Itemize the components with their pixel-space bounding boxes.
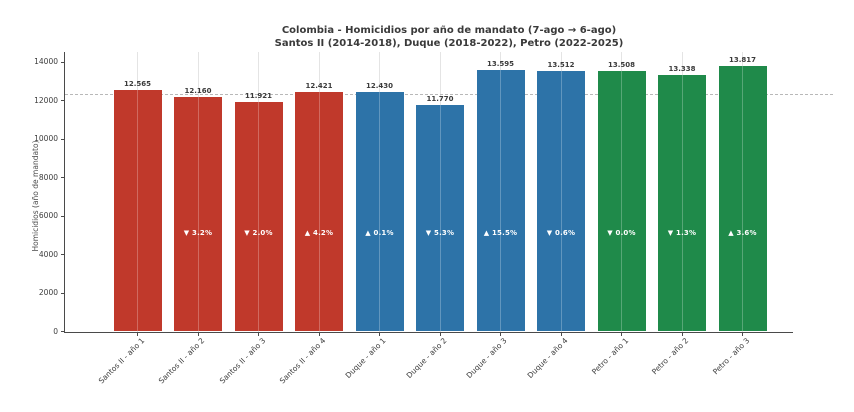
bar-value-label: 13.512 xyxy=(547,61,575,70)
bar-value-label: 12.430 xyxy=(365,82,393,91)
category-gridline-overlay xyxy=(318,92,320,332)
y-tick-mark xyxy=(61,331,65,332)
category-gridline-overlay xyxy=(560,71,562,332)
y-tick-label: 6000 xyxy=(38,211,58,220)
category-gridline-overlay xyxy=(621,71,622,332)
x-tick-mark xyxy=(318,331,320,336)
bar-pct-label: ▼ 1.3% xyxy=(667,229,697,237)
bar-pct-label: ▲ 0.1% xyxy=(365,229,394,237)
y-tick-label: 4000 xyxy=(38,249,58,259)
bar xyxy=(718,65,767,332)
x-tick-mark xyxy=(439,331,441,336)
bar-pct-label: ▼ 5.3% xyxy=(425,229,455,237)
x-tick-label: Santos II - año 1 xyxy=(96,336,146,386)
y-tick-label: 12000 xyxy=(34,95,58,105)
x-tick-mark xyxy=(197,331,199,336)
bar xyxy=(416,104,464,332)
category-gridline-overlay xyxy=(681,74,683,332)
bar-pct-label: ▲ 3.6% xyxy=(728,229,757,237)
bar-pct-label: ▲ 15.5% xyxy=(483,229,518,237)
x-tick-label: Santos II - año 3 xyxy=(217,336,267,386)
bar-value-label: 12.421 xyxy=(305,82,333,91)
y-axis-spine xyxy=(64,52,65,333)
x-tick-mark xyxy=(621,331,622,336)
bar xyxy=(658,74,706,332)
bar xyxy=(537,71,585,332)
x-tick-label: Duque - año 3 xyxy=(464,336,509,381)
bar xyxy=(597,71,646,332)
y-tick-label: 10000 xyxy=(34,134,58,143)
x-tick-label: Petro - año 2 xyxy=(650,336,691,377)
bar-pct-label: ▼ 0.0% xyxy=(607,229,636,237)
x-tick-label: Petro - año 3 xyxy=(710,336,751,377)
x-tick-label: Duque - año 1 xyxy=(343,336,388,381)
y-tick-mark xyxy=(61,292,65,294)
x-tick-mark xyxy=(137,331,138,336)
bar-value-label: 13.817 xyxy=(728,55,756,64)
x-tick-label: Petro - año 1 xyxy=(589,336,630,377)
x-tick-label: Santos II - año 2 xyxy=(156,336,207,386)
x-tick-mark xyxy=(560,331,562,336)
x-tick-mark xyxy=(379,331,380,336)
x-tick-mark xyxy=(742,331,743,336)
bar-pct-label: ▼ 2.0% xyxy=(244,229,273,237)
bar xyxy=(113,89,162,332)
y-tick-label: 0 xyxy=(53,326,58,336)
y-tick-mark xyxy=(61,254,65,255)
bar-pct-label: ▼ 3.2% xyxy=(183,229,213,237)
x-axis-spine xyxy=(64,331,793,333)
x-tick-mark xyxy=(500,331,501,336)
y-tick-mark xyxy=(61,177,65,178)
y-tick-mark xyxy=(61,100,65,101)
bar-value-label: 12.565 xyxy=(123,79,151,88)
bar-value-label: 11.921 xyxy=(244,92,272,101)
y-tick-label: 14000 xyxy=(34,57,58,66)
bar xyxy=(234,102,283,332)
y-tick-mark xyxy=(61,215,65,217)
bar xyxy=(476,69,525,332)
y-tick-label: 2000 xyxy=(38,288,58,297)
bar-pct-label: ▼ 0.6% xyxy=(546,229,576,237)
x-tick-label: Santos II - año 4 xyxy=(277,336,328,386)
y-tick-mark xyxy=(61,138,65,140)
category-gridline-overlay xyxy=(258,102,259,332)
bar-pct-label: ▲ 4.2% xyxy=(304,229,334,237)
bar-value-label: 12.160 xyxy=(184,87,212,96)
category-gridline-overlay xyxy=(137,89,138,332)
chart-title: Colombia - Homicidios por año de mandato… xyxy=(281,25,617,36)
bar-value-label: 11.770 xyxy=(426,94,454,103)
bar xyxy=(355,92,404,332)
x-tick-label: Duque - año 2 xyxy=(404,336,449,381)
y-tick-label: 8000 xyxy=(38,172,58,182)
bar xyxy=(174,97,222,332)
bar-value-label: 13.508 xyxy=(607,61,635,70)
reference-line xyxy=(65,94,833,96)
category-gridline-overlay xyxy=(439,104,441,332)
chart-subtitle: Santos II (2014-2018), Duque (2018-2022)… xyxy=(274,38,624,49)
bar xyxy=(295,92,343,332)
bar-value-label: 13.595 xyxy=(486,59,514,68)
category-gridline-overlay xyxy=(379,92,380,332)
x-tick-label: Duque - año 4 xyxy=(525,336,570,381)
category-gridline-overlay xyxy=(500,69,501,332)
y-tick-mark xyxy=(61,61,65,63)
x-tick-mark xyxy=(258,331,259,336)
category-gridline-overlay xyxy=(197,97,199,332)
bar-value-label: 13.338 xyxy=(668,64,696,73)
category-gridline-overlay xyxy=(742,65,743,332)
x-tick-mark xyxy=(681,331,683,336)
